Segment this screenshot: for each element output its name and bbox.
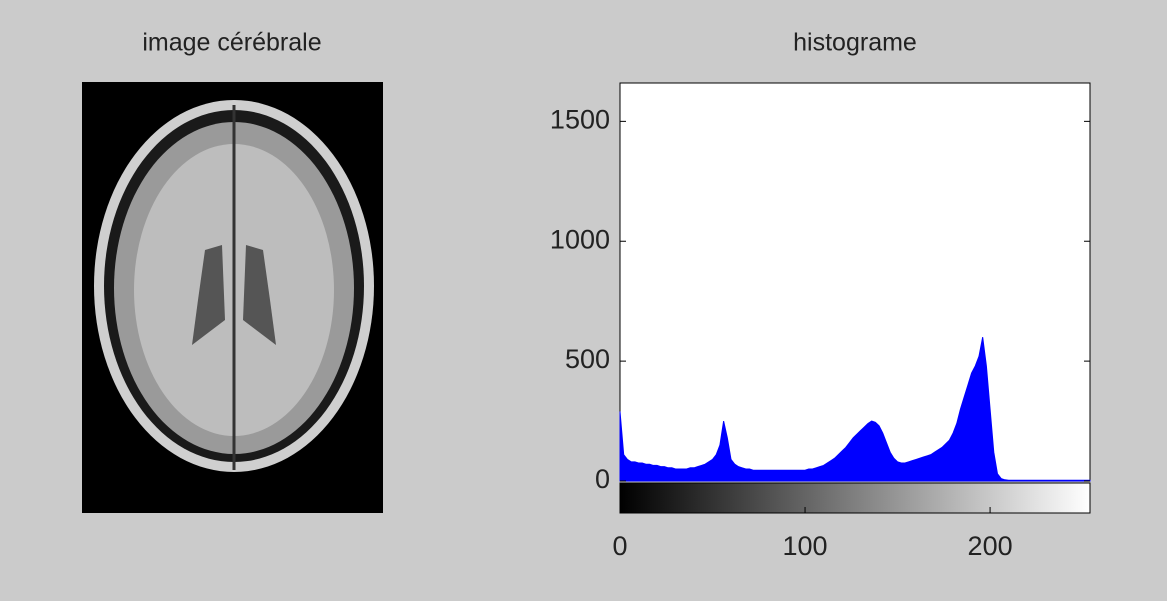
brain-image [82,82,383,513]
y-tick-label: 500 [565,344,610,374]
figure: image cérébrale histograme 0 500 1000 1500 0… [0,0,1167,601]
x-tick-label: 100 [783,531,828,561]
image-title: image cérébrale [142,29,321,57]
y-tick-label: 1500 [550,104,610,134]
colorbar [620,483,1090,513]
plot-area [620,83,1090,481]
chart-title: histograme [793,29,917,57]
y-tick-label: 1000 [550,224,610,254]
x-tick-label: 0 [612,531,627,561]
x-tick-label: 200 [968,531,1013,561]
y-tick-label: 0 [595,464,610,494]
